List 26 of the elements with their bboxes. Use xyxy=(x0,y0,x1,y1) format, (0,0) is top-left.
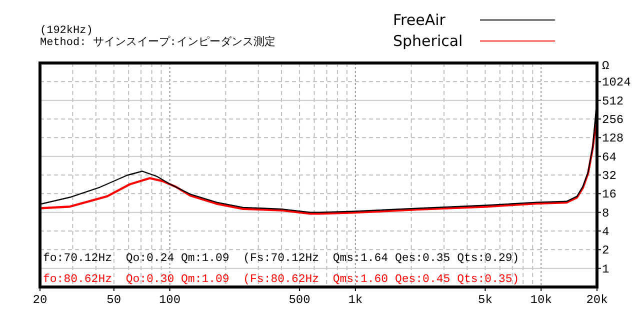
text: (192kHz) xyxy=(40,25,93,37)
y-tick-label: 128 xyxy=(602,132,624,146)
y-axis-title: Ω xyxy=(602,59,610,73)
legend-label: FreeAir xyxy=(393,11,446,29)
x-tick-label: 100 xyxy=(158,293,181,307)
text: Method: サインスイープ:インピーダンス測定 xyxy=(40,35,276,49)
y-tick-label: 4 xyxy=(602,225,610,239)
legend-label: Spherical xyxy=(393,32,463,50)
annotation: fo:80.62Hz Qo:0.30 Qm:1.09 (Fs:80.62Hz Qms:1.60 Qes:0.45 Qts:0.35) xyxy=(43,273,520,286)
y-tick-label: 1024 xyxy=(602,76,631,90)
y-tick-label: 1 xyxy=(602,262,610,276)
y-tick-label: 8 xyxy=(602,206,610,220)
y-tick-label: 512 xyxy=(602,94,624,108)
annotation: fo:70.12Hz Qo:0.24 Qm:1.09 (Fs:70.12Hz Qms:1.64 Qes:0.35 Qts:0.29) xyxy=(43,252,520,265)
y-tick-label: 16 xyxy=(602,188,616,202)
x-tick-label: 1k xyxy=(348,293,363,307)
x-tick-label: 5k xyxy=(478,293,492,307)
x-tick-label: 500 xyxy=(288,293,310,307)
y-tick-label: 32 xyxy=(602,169,616,183)
x-tick-label: 10k xyxy=(530,293,552,307)
x-tick-label: 20k xyxy=(586,293,608,307)
x-tick-label: 20 xyxy=(32,293,48,307)
y-tick-label: 2 xyxy=(602,244,610,258)
y-tick-label: 256 xyxy=(602,113,624,127)
x-tick-label: 50 xyxy=(106,293,122,307)
y-tick-label: 64 xyxy=(602,150,616,164)
